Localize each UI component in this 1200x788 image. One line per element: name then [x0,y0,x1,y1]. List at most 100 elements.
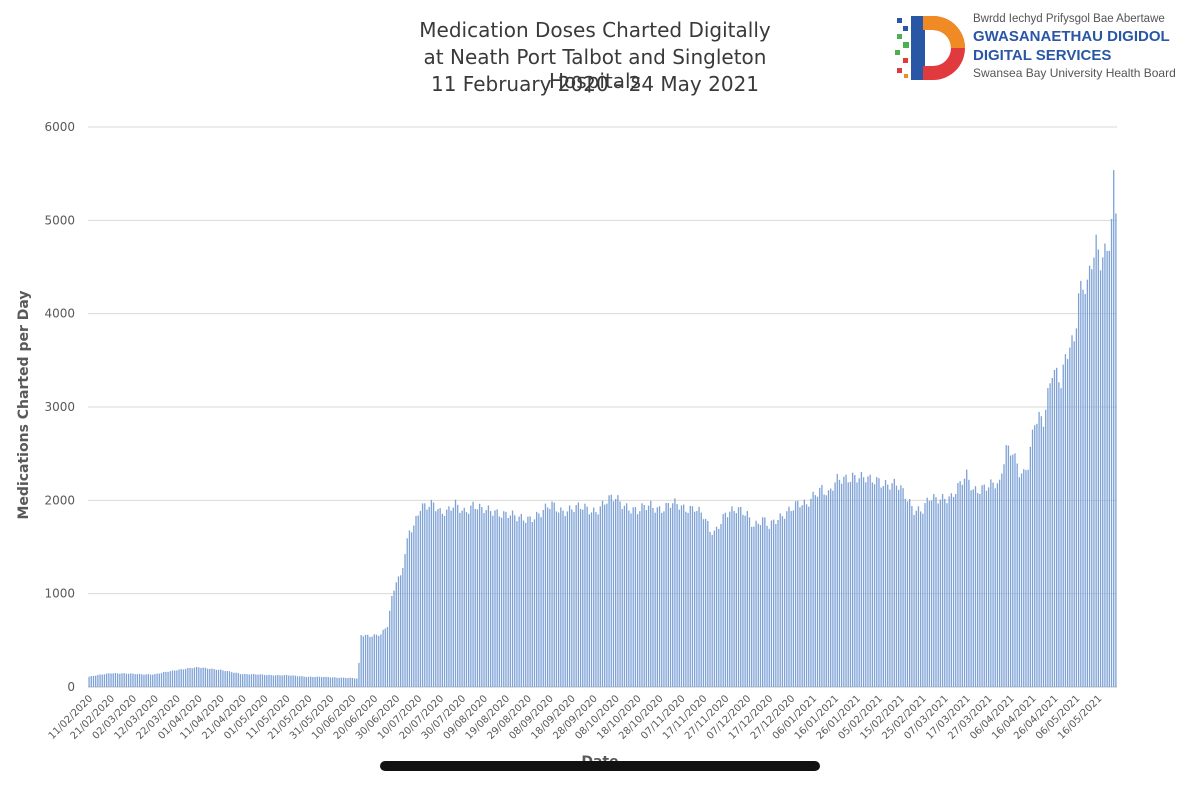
bar [158,673,160,687]
bar [500,517,503,687]
logo-board-name: Swansea Bay University Health Board [973,66,1176,80]
bar [715,526,718,687]
bar [663,511,665,687]
bar [266,675,268,687]
bar [882,486,884,687]
bar [687,512,689,687]
bar [821,484,823,687]
bar [630,513,632,687]
bar [1025,470,1027,687]
bar [935,497,937,687]
bar [386,626,389,687]
bar [520,513,522,687]
bar [1108,250,1110,687]
bar [358,662,360,687]
bar [220,669,222,687]
bar [1064,354,1067,687]
bar [711,534,713,687]
bar [604,504,606,687]
bar [983,484,985,687]
bar [553,502,555,687]
bar [845,474,847,687]
bar [351,677,354,687]
bar [1086,279,1089,687]
bar [639,511,641,687]
bar [246,674,248,687]
bar [481,507,483,687]
bar [946,503,948,687]
bar [867,476,869,687]
bar [461,510,463,687]
bar [191,668,193,687]
bar [700,512,702,687]
bar [316,676,318,687]
bar [762,517,764,687]
bar [1066,359,1069,687]
bar [360,635,362,687]
bar [255,674,257,687]
y-tick-label: 5000 [44,213,75,227]
bar [149,674,152,687]
bar [417,515,419,687]
bar [832,490,834,687]
bar [790,511,792,687]
bar [459,512,461,687]
bar [215,669,218,687]
bar [1020,473,1023,687]
bar [915,510,917,687]
bar [768,528,770,687]
bar [446,509,448,687]
bar [123,673,125,687]
bar [439,508,441,687]
bar [382,629,384,687]
bar [656,507,659,687]
bar [277,674,279,687]
bar [906,501,909,687]
bar [944,498,946,687]
bar [577,502,580,687]
bar [597,514,599,687]
bar [1060,388,1062,687]
bar [856,482,858,687]
bar [132,673,134,687]
bar [691,506,694,687]
gridlines [88,126,1117,688]
bar [435,511,437,687]
bar [198,667,200,687]
bar [698,506,700,687]
bar [593,507,595,687]
bar [909,498,911,687]
bar [974,486,977,687]
bar [865,482,867,687]
bar [792,510,795,687]
bar [375,634,378,687]
bar [722,514,724,687]
bar [457,504,459,687]
bar [99,674,101,687]
bar [840,483,843,687]
bar [713,530,716,687]
bar [116,673,119,687]
bar [560,507,562,687]
bar [472,501,474,687]
bar [1093,257,1095,687]
bar [941,494,944,687]
bar [397,576,400,687]
bar [130,673,132,687]
bar [775,523,777,687]
bar [108,673,110,687]
bar [233,672,235,687]
bar [746,511,748,687]
bar [740,506,742,687]
bar [211,668,213,687]
bar [707,520,709,687]
home-indicator-bar[interactable] [380,761,820,771]
bar [819,487,821,687]
bar [373,634,375,687]
bar [356,678,358,687]
bar [571,509,573,687]
bar [737,507,740,687]
bar [432,502,435,687]
bar [121,673,123,687]
bar [667,503,669,687]
